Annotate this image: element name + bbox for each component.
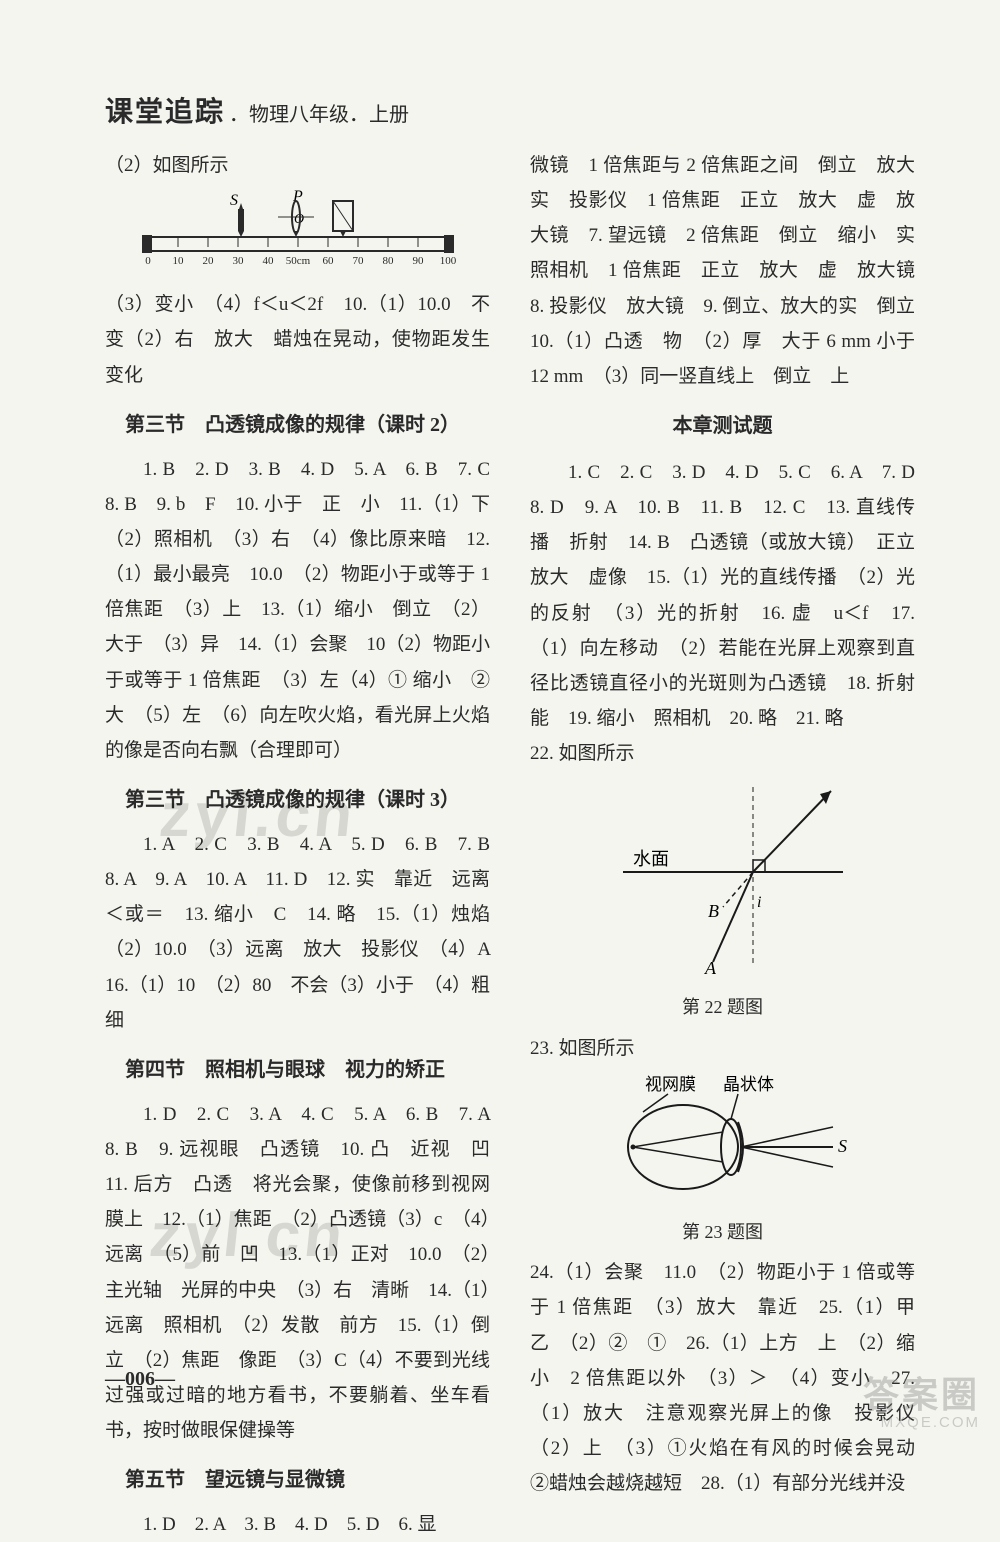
q22-caption: 第 22 题图 (530, 991, 915, 1024)
label-a: A (704, 958, 717, 977)
svg-text:50cm: 50cm (285, 255, 310, 267)
test-body-2: 24.（1）会聚 11.0 （2）物距小于 1 倍或等于 1 倍焦距 （3）放大… (530, 1255, 915, 1501)
sec3-heading: 第四节 照相机与眼球 视力的矫正 (105, 1052, 490, 1089)
svg-text:100: 100 (439, 255, 456, 267)
lens-label: 晶状体 (723, 1075, 774, 1094)
q22-svg: 水面 B A i (593, 777, 853, 977)
sec3-body: 1. D 2. C 3. A 4. C 5. A 6. B 7. A 8. B … (105, 1097, 490, 1448)
svg-text:20: 20 (202, 255, 214, 267)
svg-text:40: 40 (262, 255, 274, 267)
sec4-body: 1. D 2. A 3. B 4. D 5. D 6. 显 (105, 1507, 490, 1542)
svg-text:80: 80 (382, 255, 394, 267)
right-column: 微镜 1 倍焦距与 2 倍焦距之间 倒立 放大 实 投影仪 1 倍焦距 正立 放… (530, 148, 915, 1542)
book-subtitle: ．物理八年级．上册 (229, 104, 409, 126)
page-number: —006— (105, 1368, 175, 1391)
label-b: B (708, 901, 719, 921)
content-columns: （2）如图所示 S P O (105, 148, 915, 1542)
corner-small: MXQE.COM (863, 1415, 980, 1432)
left-column: （2）如图所示 S P O (105, 148, 490, 1542)
corner-big: 答案圈 (863, 1375, 980, 1415)
figure-22: 水面 B A i 第 22 题图 (530, 777, 915, 1024)
ruler-svg: S P O (138, 189, 458, 269)
q23-caption: 第 23 题图 (530, 1216, 915, 1249)
figure-ruler: S P O (105, 189, 490, 281)
page-header: 课堂追踪 ．物理八年级．上册 (105, 90, 915, 130)
label-s: S (230, 192, 238, 209)
left-intro-line: （2）如图所示 (105, 148, 490, 183)
svg-text:10: 10 (172, 255, 184, 267)
q23-svg: 视网膜 晶状体 S (573, 1072, 873, 1202)
svg-text:90: 90 (412, 255, 424, 267)
sec2-body: 1. A 2. C 3. B 4. A 5. D 6. B 7. B 8. A … (105, 827, 490, 1038)
retina-label: 视网膜 (645, 1075, 696, 1094)
left-p2: （3）变小 （4）f＜u＜2f 10.（1）10.0 不变（2）右 放大 蜡烛在… (105, 287, 490, 392)
svg-text:60: 60 (322, 255, 334, 267)
test-body-1: 1. C 2. C 3. D 4. D 5. C 6. A 7. D 8. D … (530, 455, 915, 736)
corner-watermark: 答案圈 MXQE.COM (863, 1375, 980, 1431)
sec1-heading: 第三节 凸透镜成像的规律（课时 2） (105, 407, 490, 444)
label-i: i (757, 894, 761, 911)
right-p1: 微镜 1 倍焦距与 2 倍焦距之间 倒立 放大 实 投影仪 1 倍焦距 正立 放… (530, 148, 915, 394)
figure-23: 视网膜 晶状体 S 第 23 题图 (530, 1072, 915, 1249)
surface-label: 水面 (633, 849, 669, 869)
book-title: 课堂追踪 (105, 96, 225, 127)
label-s: S (838, 1136, 847, 1156)
q23-label: 23. 如图所示 (530, 1031, 915, 1066)
svg-text:70: 70 (352, 255, 364, 267)
test-heading: 本章测试题 (530, 408, 915, 445)
q22-label: 22. 如图所示 (530, 736, 915, 771)
sec4-heading: 第五节 望远镜与显微镜 (105, 1462, 490, 1499)
svg-text:30: 30 (232, 255, 244, 267)
sec2-heading: 第三节 凸透镜成像的规律（课时 3） (105, 782, 490, 819)
svg-text:0: 0 (145, 255, 151, 267)
sec1-body: 1. B 2. D 3. B 4. D 5. A 6. B 7. C 8. B … (105, 452, 490, 768)
